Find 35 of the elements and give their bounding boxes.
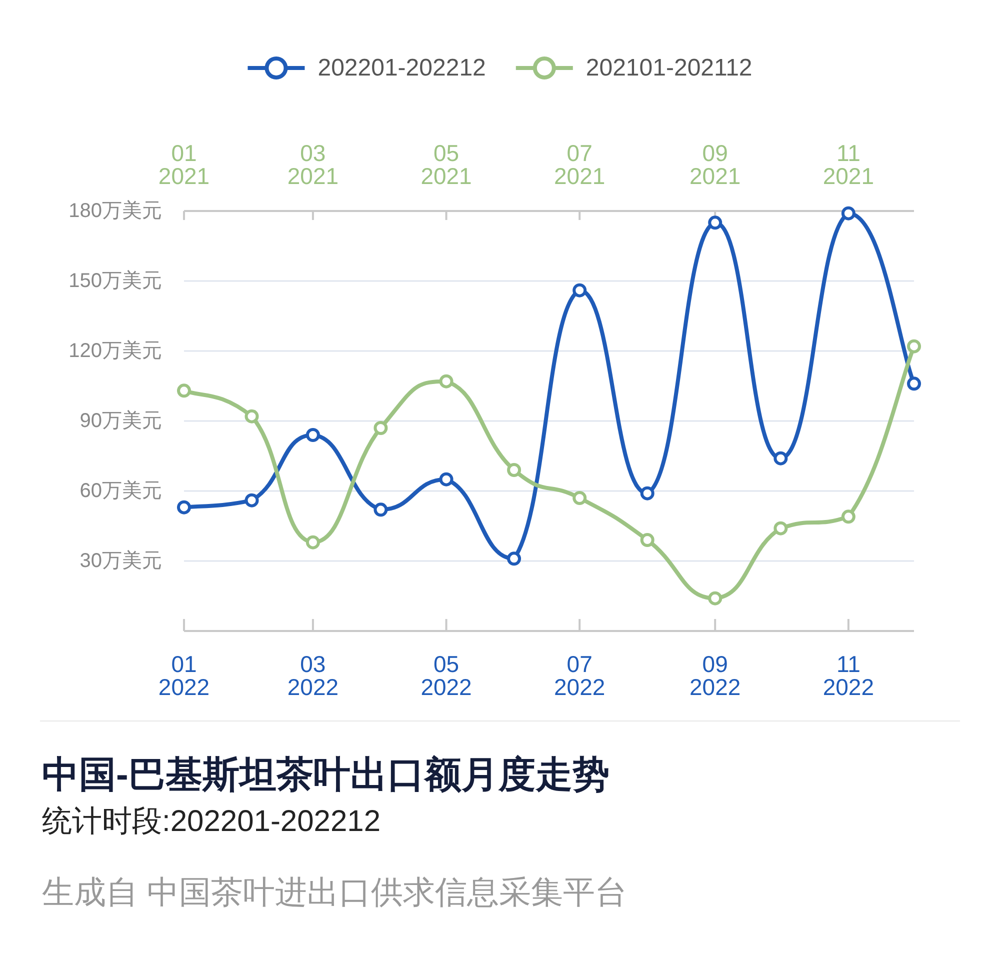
point <box>640 486 654 500</box>
y-tick-label: 30万美元 <box>80 549 162 572</box>
legend-label: 202201-202212 <box>318 54 486 82</box>
point <box>841 206 856 220</box>
text: 生成自 中国茶叶进出口供求信息采集平台 <box>42 874 627 910</box>
point <box>708 216 722 230</box>
y-tick-label: 120万美元 <box>68 339 162 362</box>
y-tick-label: 90万美元 <box>80 409 162 432</box>
y-tick-label: 150万美元 <box>68 269 162 292</box>
point <box>572 283 587 298</box>
point <box>374 502 388 517</box>
x-tick-label: 11 2022 <box>822 651 874 700</box>
x2-tick-label: 07 2021 <box>554 140 606 189</box>
point <box>439 472 454 486</box>
x-tick-label: 03 2022 <box>287 651 339 700</box>
y-tick-label: 180万美元 <box>68 199 162 222</box>
x-tick-label: 05 2022 <box>420 651 472 700</box>
x2-tick-label: 03 2021 <box>287 140 339 189</box>
x-tick-label: 01 2022 <box>158 651 210 700</box>
x2-tick-label: 09 2021 <box>690 140 741 189</box>
x-tick-label: 07 2022 <box>554 651 606 700</box>
point <box>507 552 522 566</box>
point <box>907 376 921 391</box>
x2-tick-label: 01 2021 <box>158 140 210 189</box>
point <box>244 493 259 508</box>
text: 统计时段:202201-202212 <box>42 805 381 838</box>
legend-label: 202101-202112 <box>586 54 752 82</box>
y-tick-label: 60万美元 <box>80 479 162 502</box>
point <box>306 428 320 442</box>
x-tick-label: 09 2022 <box>690 651 741 700</box>
x2-tick-label: 11 2021 <box>822 140 874 189</box>
text: 中国-巴基斯坦茶叶出口额月度走势 <box>42 754 610 795</box>
point <box>177 500 191 514</box>
x2-tick-label: 05 2021 <box>420 140 472 189</box>
point <box>774 451 788 466</box>
